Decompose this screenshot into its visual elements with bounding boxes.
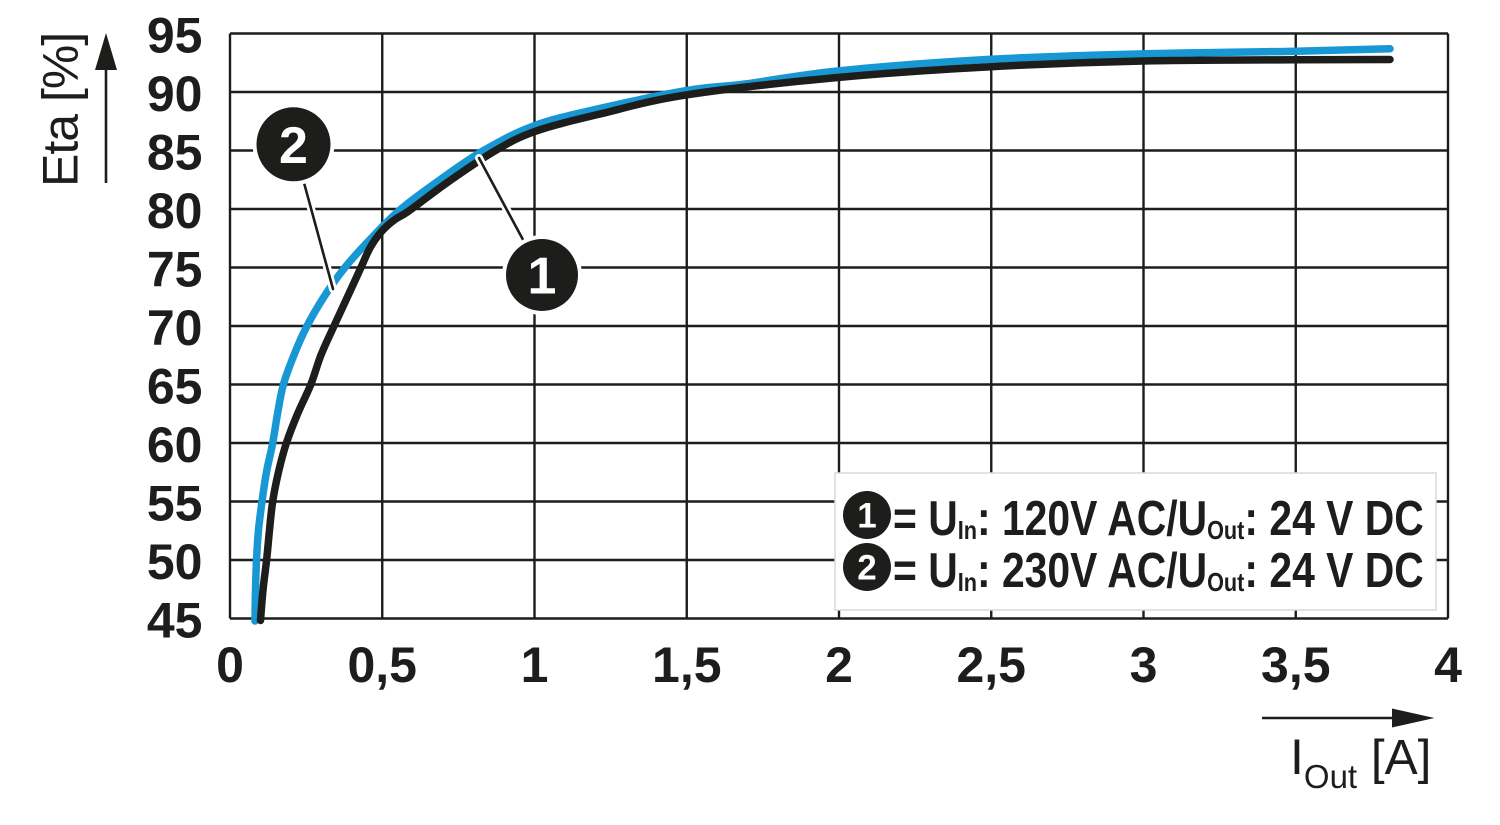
svg-text:2: 2 — [857, 549, 876, 588]
svg-text:IOut [A]: IOut [A] — [1290, 729, 1431, 795]
svg-text:= UIn: 230V AC/UOut: 24 V DC: = UIn: 230V AC/UOut: 24 V DC — [893, 542, 1424, 597]
svg-text:2: 2 — [825, 637, 853, 693]
svg-text:3: 3 — [1130, 637, 1158, 693]
svg-text:50: 50 — [147, 534, 203, 590]
svg-text:85: 85 — [147, 125, 203, 181]
svg-text:1: 1 — [528, 248, 557, 306]
svg-text:0: 0 — [216, 637, 244, 693]
svg-text:Eta [%]: Eta [%] — [33, 33, 89, 187]
svg-text:75: 75 — [147, 242, 203, 298]
svg-text:3,5: 3,5 — [1261, 637, 1331, 693]
svg-text:0,5: 0,5 — [347, 637, 417, 693]
svg-text:45: 45 — [147, 593, 203, 649]
svg-text:2: 2 — [279, 117, 308, 175]
svg-text:= UIn: 120V AC/UOut: 24 V DC: = UIn: 120V AC/UOut: 24 V DC — [893, 490, 1424, 545]
svg-text:70: 70 — [147, 300, 203, 356]
svg-text:4: 4 — [1434, 637, 1462, 693]
svg-text:55: 55 — [147, 476, 203, 532]
svg-text:60: 60 — [147, 417, 203, 473]
svg-text:65: 65 — [147, 359, 203, 415]
svg-text:1: 1 — [857, 497, 876, 536]
svg-text:1,5: 1,5 — [652, 637, 722, 693]
svg-text:2,5: 2,5 — [956, 637, 1026, 693]
svg-text:90: 90 — [147, 66, 203, 122]
svg-text:1: 1 — [521, 637, 549, 693]
svg-text:80: 80 — [147, 183, 203, 239]
svg-text:95: 95 — [147, 8, 203, 64]
